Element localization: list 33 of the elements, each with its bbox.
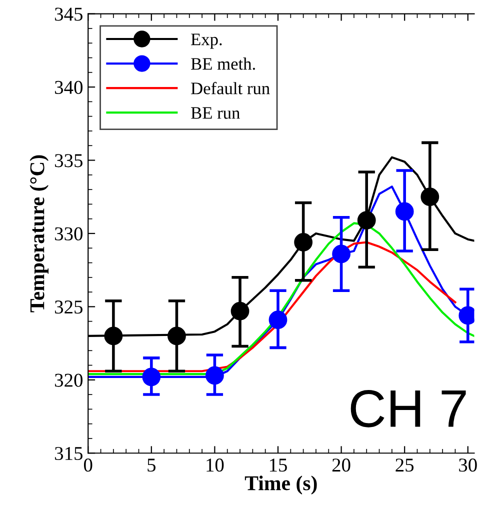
legend-label: Exp. (191, 34, 222, 49)
x-tick-label: 30 (459, 458, 477, 472)
point (168, 326, 186, 346)
point (104, 326, 123, 346)
legend-label: Default run (191, 82, 270, 94)
point (230, 302, 250, 320)
x-tick-label: 0 (84, 458, 92, 472)
annotation: CH 7 (350, 390, 466, 428)
x-tick-label: 25 (396, 458, 414, 472)
y-tick-label: 335 (55, 154, 82, 168)
x-axis-title: Time (s) (244, 476, 317, 495)
point (420, 188, 440, 206)
point (357, 211, 376, 230)
legend-label: BE run (191, 107, 240, 119)
x-tick-label: 20 (332, 458, 350, 472)
point (206, 366, 224, 385)
point (332, 244, 350, 264)
y-tick-label: 330 (55, 227, 83, 240)
y-tick-label: 320 (55, 374, 83, 387)
y-tick-label: 315 (55, 446, 82, 460)
x-tick-label: 10 (206, 458, 224, 472)
line-series (88, 241, 456, 372)
y-tick-label: 345 (55, 8, 82, 21)
y-tick-label: 340 (55, 80, 83, 94)
x-tick-label: 5 (148, 458, 156, 472)
point (294, 233, 313, 252)
point (268, 310, 288, 330)
y-axis-title: Temperature (°C) (30, 155, 49, 312)
legend-label: BE meth. (191, 58, 255, 70)
point (395, 202, 414, 221)
x-tick-label: 15 (270, 458, 287, 472)
point (142, 368, 161, 386)
y-tick-label: 325 (55, 300, 82, 314)
